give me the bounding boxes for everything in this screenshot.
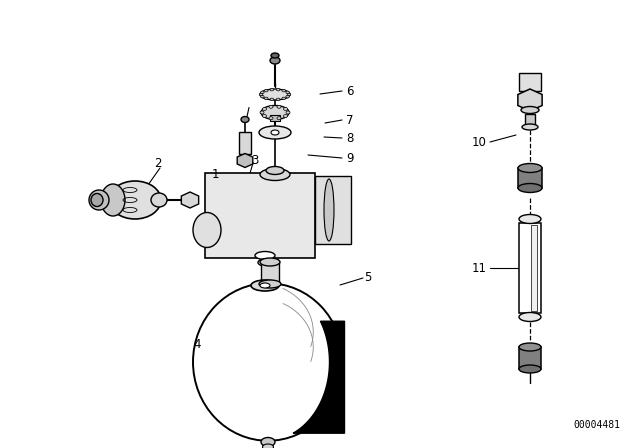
Ellipse shape	[324, 179, 334, 241]
Polygon shape	[181, 192, 198, 208]
Ellipse shape	[287, 93, 291, 96]
Ellipse shape	[251, 280, 279, 291]
Ellipse shape	[262, 108, 266, 111]
Ellipse shape	[89, 190, 109, 210]
Ellipse shape	[260, 91, 264, 94]
Ellipse shape	[262, 115, 266, 117]
Ellipse shape	[260, 258, 280, 266]
Ellipse shape	[260, 111, 264, 114]
Ellipse shape	[519, 215, 541, 224]
Text: 2: 2	[154, 156, 162, 169]
Text: 11: 11	[472, 262, 487, 275]
Text: 10: 10	[472, 135, 487, 148]
FancyBboxPatch shape	[270, 115, 280, 121]
Ellipse shape	[260, 283, 270, 288]
Ellipse shape	[286, 91, 289, 94]
Ellipse shape	[519, 343, 541, 351]
Ellipse shape	[519, 365, 541, 373]
Ellipse shape	[270, 57, 280, 64]
Ellipse shape	[259, 126, 291, 139]
Ellipse shape	[261, 438, 275, 447]
Text: 4: 4	[193, 337, 201, 350]
Text: 00004481: 00004481	[573, 420, 620, 430]
Ellipse shape	[260, 168, 290, 181]
Ellipse shape	[91, 194, 103, 207]
FancyBboxPatch shape	[261, 262, 279, 282]
Text: 8: 8	[346, 132, 353, 145]
FancyBboxPatch shape	[239, 132, 251, 154]
FancyBboxPatch shape	[519, 223, 541, 313]
Text: 5: 5	[364, 271, 372, 284]
Ellipse shape	[193, 283, 343, 441]
Ellipse shape	[260, 89, 290, 100]
Ellipse shape	[284, 115, 287, 117]
Text: 7: 7	[346, 113, 353, 126]
Ellipse shape	[271, 130, 279, 135]
FancyBboxPatch shape	[525, 114, 535, 126]
Ellipse shape	[270, 98, 274, 101]
FancyBboxPatch shape	[519, 347, 541, 369]
Ellipse shape	[255, 251, 275, 259]
FancyBboxPatch shape	[205, 172, 315, 258]
Ellipse shape	[261, 105, 289, 120]
Ellipse shape	[259, 93, 263, 96]
Ellipse shape	[282, 97, 285, 99]
FancyBboxPatch shape	[518, 168, 542, 188]
Text: 3: 3	[252, 154, 259, 167]
Ellipse shape	[286, 95, 289, 98]
FancyBboxPatch shape	[531, 225, 537, 311]
Ellipse shape	[259, 280, 281, 288]
Ellipse shape	[277, 117, 281, 120]
Ellipse shape	[277, 105, 281, 108]
Ellipse shape	[101, 184, 125, 216]
Ellipse shape	[269, 105, 273, 108]
Ellipse shape	[262, 444, 273, 448]
Text: 6: 6	[346, 85, 353, 98]
Ellipse shape	[269, 117, 273, 120]
Ellipse shape	[271, 53, 279, 58]
Ellipse shape	[518, 164, 542, 172]
Ellipse shape	[258, 259, 272, 266]
Ellipse shape	[276, 98, 280, 101]
Ellipse shape	[519, 313, 541, 322]
Ellipse shape	[264, 89, 268, 92]
Ellipse shape	[286, 111, 290, 114]
Ellipse shape	[522, 124, 538, 130]
FancyBboxPatch shape	[315, 176, 351, 244]
Ellipse shape	[264, 97, 268, 99]
Ellipse shape	[282, 89, 285, 92]
FancyBboxPatch shape	[519, 73, 541, 91]
Ellipse shape	[518, 184, 542, 193]
Ellipse shape	[241, 116, 249, 122]
Ellipse shape	[193, 212, 221, 247]
Ellipse shape	[284, 108, 287, 111]
Ellipse shape	[260, 95, 264, 98]
Polygon shape	[518, 89, 542, 111]
Ellipse shape	[109, 181, 161, 219]
Ellipse shape	[270, 88, 274, 91]
Ellipse shape	[521, 107, 539, 113]
Polygon shape	[293, 321, 344, 433]
Polygon shape	[237, 154, 253, 168]
Text: 1: 1	[211, 168, 219, 181]
Ellipse shape	[266, 167, 284, 175]
Text: 9: 9	[346, 151, 353, 164]
Ellipse shape	[151, 193, 167, 207]
Ellipse shape	[276, 88, 280, 91]
